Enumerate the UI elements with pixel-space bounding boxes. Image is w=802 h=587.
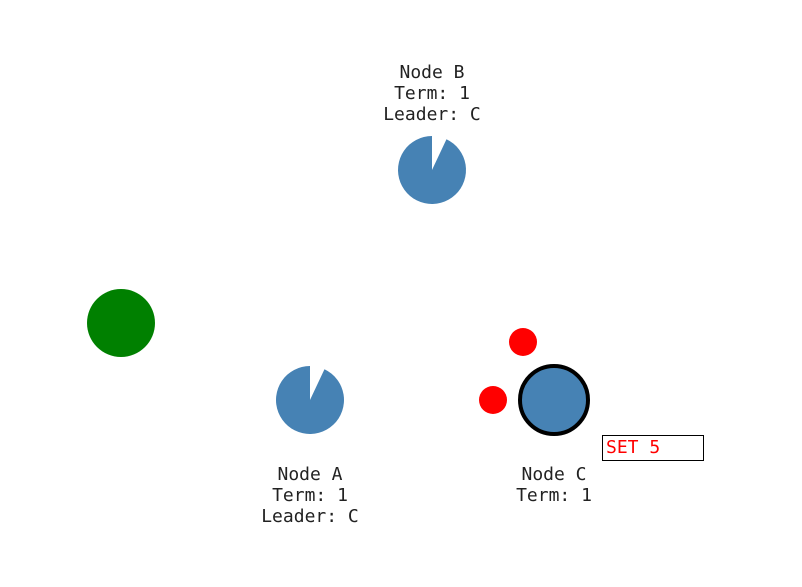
node-a-leader: Leader: C	[261, 506, 359, 527]
node-b-leader: Leader: C	[383, 104, 481, 125]
node-c-label: Node C Term: 1	[474, 464, 634, 506]
node-a-name: Node A	[277, 464, 343, 485]
command-text: SET 5	[606, 437, 661, 458]
node-a-label: Node A Term: 1 Leader: C	[230, 464, 390, 527]
message-dot	[509, 328, 537, 356]
node-b-term: Term: 1	[394, 83, 470, 104]
client-circle[interactable]	[87, 289, 155, 357]
node-c-term: Term: 1	[516, 485, 592, 506]
node-a-term: Term: 1	[272, 485, 348, 506]
node-c-name: Node C	[521, 464, 587, 485]
node-b-label: Node B Term: 1 Leader: C	[352, 62, 512, 125]
node-c-leader-circle[interactable]	[518, 364, 590, 436]
message-dot	[479, 386, 507, 414]
node-b-name: Node B	[399, 62, 465, 83]
node-a-circle[interactable]	[275, 366, 345, 434]
command-box[interactable]: SET 5	[602, 435, 704, 461]
node-b-circle[interactable]	[397, 136, 466, 205]
